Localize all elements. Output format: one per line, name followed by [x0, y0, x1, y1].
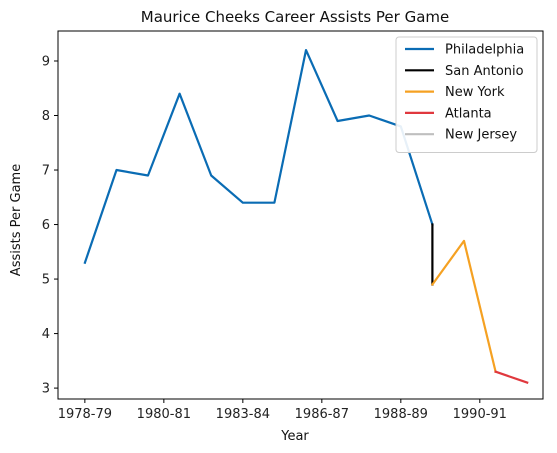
series-line-philadelphia	[83, 48, 434, 265]
legend-label: San Antonio	[445, 64, 524, 79]
y-tick-label: 8	[42, 109, 50, 124]
plot-area: 3 4 5 6 7 8 9 1978-79 1980-81 1983-84 1986-87 1988-…	[42, 30, 544, 422]
x-tick-label: 1988-89	[374, 407, 428, 422]
y-tick-label: 3	[42, 382, 50, 397]
series-line-new-york	[430, 239, 497, 374]
y-tick-label: 5	[42, 273, 50, 288]
x-tick-label: 1980-81	[137, 407, 191, 422]
y-axis-title: Assists Per Game	[9, 164, 24, 276]
legend-box	[395, 36, 538, 153]
series-line-atlanta	[494, 370, 529, 384]
x-tick-label: 1978-79	[58, 407, 112, 422]
legend-label: Atlanta	[445, 106, 492, 121]
x-tick-label: 1983-84	[216, 407, 270, 422]
x-tick-label: 1986-87	[295, 407, 349, 422]
legend-label: New York	[445, 85, 505, 100]
y-tick-label: 7	[42, 164, 50, 179]
x-tick-label: 1990-91	[453, 407, 507, 422]
legend-label: Philadelphia	[445, 43, 524, 58]
legend: Philadelphia San Antonio New York Atlanta Ne…	[395, 36, 538, 153]
x-axis-title: Year	[280, 429, 309, 444]
legend-label: New Jersey	[445, 128, 517, 143]
y-tick-label: 6	[42, 218, 50, 233]
chart-title: Maurice Cheeks Career Assists Per Game	[141, 8, 450, 26]
y-tick-label: 4	[42, 327, 50, 342]
plot-frame	[57, 30, 544, 400]
y-tick-label: 9	[42, 54, 50, 69]
